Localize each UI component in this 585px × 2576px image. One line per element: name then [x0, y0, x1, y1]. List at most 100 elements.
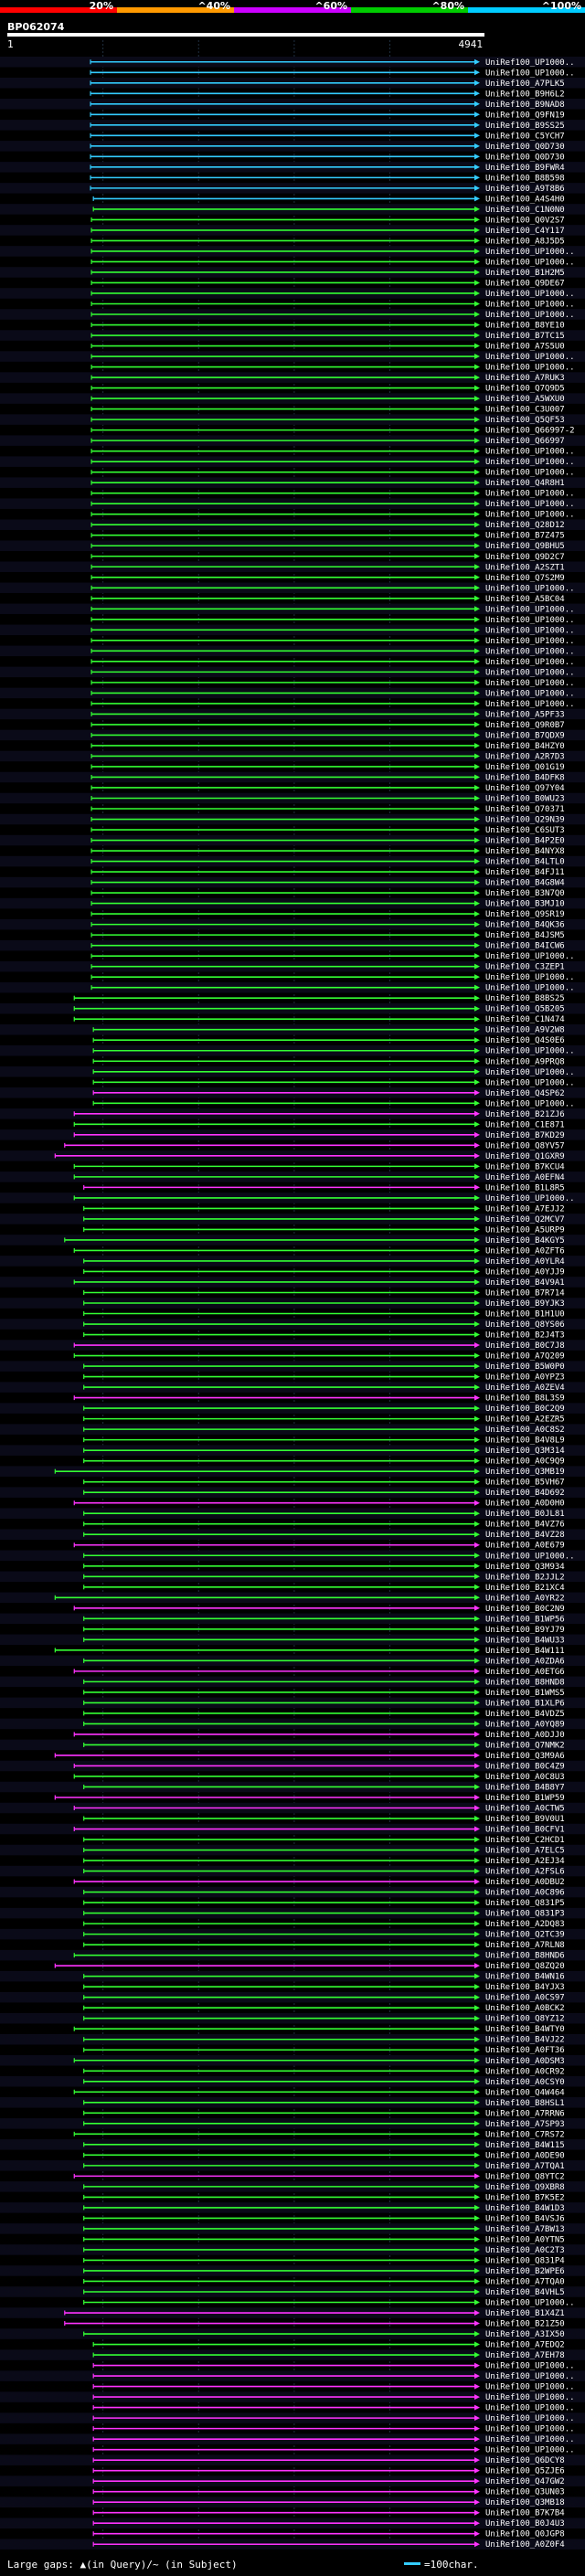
hit-label[interactable]: UniRef100_B1H2M5 — [485, 269, 565, 278]
hit-label[interactable]: UniRef100_B4G8W4 — [485, 879, 565, 888]
hit-row[interactable]: UniRef100_Q4S0E6 — [92, 1036, 565, 1045]
hit-row[interactable]: UniRef100_C5YCH7 — [90, 132, 565, 141]
hit-row[interactable]: UniRef100_B4KGY5 — [0, 1235, 585, 1246]
hit-label[interactable]: UniRef100_UP1000.. — [485, 2425, 575, 2434]
hit-row[interactable]: UniRef100_UP1000.. — [0, 603, 585, 615]
hit-row[interactable]: UniRef100_A0YQ89 — [0, 1718, 585, 1730]
hit-label[interactable]: UniRef100_A4S4H0 — [485, 195, 565, 204]
hit-label[interactable]: UniRef100_UP1000.. — [485, 700, 575, 709]
hit-label[interactable]: UniRef100_UP1000.. — [485, 605, 575, 614]
hit-label[interactable]: UniRef100_B4B8Y7 — [485, 1783, 565, 1792]
hit-row[interactable]: UniRef100_B0J4U3 — [0, 2518, 585, 2528]
hit-row[interactable]: UniRef100_B21Z50 — [64, 2320, 565, 2329]
hit-row[interactable]: UniRef100_Q9DE67 — [90, 279, 565, 288]
hit-row[interactable]: UniRef100_B4LTL0 — [0, 855, 585, 867]
hit-label[interactable]: UniRef100_Q2MCV7 — [485, 1215, 565, 1224]
hit-row[interactable]: UniRef100_UP1000.. — [0, 456, 585, 467]
hit-label[interactable]: UniRef100_A7S5U0 — [485, 343, 565, 352]
hit-label[interactable]: UniRef100_B7K5E2 — [485, 2193, 565, 2202]
hit-row[interactable]: UniRef100_Q831P3 — [0, 1907, 585, 1919]
hit-row[interactable]: UniRef100_UP1000.. — [90, 700, 575, 709]
hit-label[interactable]: UniRef100_C3ZEP1 — [485, 963, 565, 972]
hit-row[interactable]: UniRef100_B1WMS5 — [83, 1689, 565, 1698]
hit-label[interactable]: UniRef100_A5URP9 — [485, 1225, 565, 1235]
hit-label[interactable]: UniRef100_A0YJJ9 — [485, 1267, 565, 1277]
hit-label[interactable]: UniRef100_C5YCH7 — [485, 132, 565, 141]
hit-row[interactable]: UniRef100_A7RLN8 — [83, 1941, 565, 1950]
hit-label[interactable]: UniRef100_UP1000.. — [485, 1099, 575, 1108]
hit-row[interactable]: UniRef100_Q7S2M9 — [90, 574, 565, 583]
hit-row[interactable]: UniRef100_UP1000.. — [0, 687, 585, 699]
hit-label[interactable]: UniRef100_A0DJJ0 — [485, 1731, 565, 1740]
hit-label[interactable]: UniRef100_A0YPZ3 — [485, 1373, 565, 1383]
hit-row[interactable]: UniRef100_B4W1D3 — [0, 2202, 585, 2213]
hit-label[interactable]: UniRef100_UP1000.. — [485, 2435, 575, 2444]
hit-label[interactable]: UniRef100_A0C2T3 — [485, 2246, 565, 2255]
hit-label[interactable]: UniRef100_A2FSL6 — [485, 1868, 565, 1877]
hit-label[interactable]: UniRef100_UP1000.. — [485, 2393, 575, 2402]
hit-row[interactable]: UniRef100_B7R714 — [83, 1288, 565, 1298]
hit-label[interactable]: UniRef100_A0FT36 — [485, 2046, 565, 2055]
hit-row[interactable]: UniRef100_A0C2T3 — [0, 2244, 585, 2255]
hit-label[interactable]: UniRef100_UP1000.. — [485, 2372, 575, 2381]
hit-label[interactable]: UniRef100_Q8YZ12 — [485, 2015, 565, 2024]
hit-row[interactable]: UniRef100_A7PLK5 — [0, 78, 585, 89]
hit-row[interactable]: UniRef100_Q831P5 — [83, 1899, 565, 1908]
hit-row[interactable]: UniRef100_Q3M314 — [0, 1445, 585, 1456]
hit-row[interactable]: UniRef100_B4FJ11 — [90, 868, 565, 877]
hit-row[interactable]: UniRef100_Q66997-2 — [90, 427, 575, 436]
hit-row[interactable]: UniRef100_Q29N39 — [0, 813, 585, 825]
hit-row[interactable]: UniRef100_A2EJ34 — [83, 1857, 565, 1866]
hit-row[interactable]: UniRef100_C1N474 — [73, 1015, 565, 1024]
hit-label[interactable]: UniRef100_Q2TC39 — [485, 1931, 565, 1940]
hit-label[interactable]: UniRef100_B21Z50 — [485, 2320, 565, 2329]
hit-label[interactable]: UniRef100_A0YLR4 — [485, 1257, 565, 1267]
hit-row[interactable]: UniRef100_UP1000.. — [90, 469, 575, 478]
hit-row[interactable]: UniRef100_B4G8W4 — [0, 876, 585, 888]
hit-row[interactable]: UniRef100_A0CS97 — [0, 1991, 585, 2003]
hit-row[interactable]: UniRef100_B2JJL2 — [0, 1571, 585, 1583]
hit-label[interactable]: UniRef100_A0C8U3 — [485, 1773, 565, 1782]
hit-label[interactable]: UniRef100_B4V9A1 — [485, 1278, 565, 1288]
hit-label[interactable]: UniRef100_Q8YTC2 — [485, 2172, 565, 2181]
hit-label[interactable]: UniRef100_B21ZJ6 — [485, 1110, 565, 1119]
hit-label[interactable]: UniRef100_B0WU23 — [485, 794, 565, 803]
hit-label[interactable]: UniRef100_UP1000.. — [485, 658, 575, 667]
hit-label[interactable]: UniRef100_UP1000.. — [485, 1068, 575, 1077]
hit-row[interactable]: UniRef100_Q9XBR8 — [0, 2181, 585, 2192]
hit-row[interactable]: UniRef100_A7SP93 — [0, 2118, 585, 2129]
hit-label[interactable]: UniRef100_Q7NMK2 — [485, 1741, 565, 1750]
hit-row[interactable]: UniRef100_A0EFN4 — [0, 1171, 585, 1182]
hit-row[interactable]: UniRef100_B7QDX9 — [0, 729, 585, 741]
hit-label[interactable]: UniRef100_B21XC4 — [485, 1584, 565, 1593]
hit-row[interactable]: UniRef100_UP1000.. — [0, 1066, 585, 1077]
hit-label[interactable]: UniRef100_C7RS72 — [485, 2130, 565, 2139]
hit-row[interactable]: UniRef100_A2DQ83 — [83, 1920, 565, 1929]
hit-row[interactable]: UniRef100_UP1000.. — [90, 679, 575, 688]
hit-label[interactable]: UniRef100_Q4W464 — [485, 2088, 565, 2097]
hit-row[interactable]: UniRef100_B8B598 — [90, 174, 565, 183]
hit-label[interactable]: UniRef100_A7TQA0 — [485, 2277, 565, 2286]
hit-row[interactable]: UniRef100_A7EDQ2 — [92, 2341, 565, 2350]
hit-row[interactable]: UniRef100_Q3M9A6 — [54, 1752, 565, 1761]
hit-label[interactable]: UniRef100_B2WPE6 — [485, 2267, 565, 2276]
hit-row[interactable]: UniRef100_A0DSM3 — [0, 2055, 585, 2066]
hit-row[interactable]: UniRef100_A7RUK3 — [0, 372, 585, 383]
hit-label[interactable]: UniRef100_B3MJ10 — [485, 900, 565, 909]
hit-row[interactable]: UniRef100_UP1000.. — [0, 981, 585, 993]
hit-row[interactable]: UniRef100_B1WP59 — [54, 1794, 565, 1803]
hit-row[interactable]: UniRef100_UP1000.. — [0, 1044, 585, 1056]
hit-row[interactable]: UniRef100_B4VDZ5 — [83, 1710, 565, 1719]
hit-row[interactable]: UniRef100_B0C2Q9 — [0, 1403, 585, 1414]
hit-label[interactable]: UniRef100_UP1000.. — [485, 973, 575, 982]
hit-label[interactable]: UniRef100_A0Z0F4 — [485, 2540, 565, 2549]
hit-label[interactable]: UniRef100_Q5ZJE6 — [485, 2467, 565, 2476]
hit-label[interactable]: UniRef100_A7EJJ2 — [485, 1204, 565, 1214]
hit-row[interactable]: UniRef100_B4VSJ6 — [83, 2214, 565, 2223]
hit-label[interactable]: UniRef100_Q8ZQ20 — [485, 1962, 565, 1971]
hit-row[interactable]: UniRef100_A8J5D5 — [90, 237, 565, 246]
hit-row[interactable]: UniRef100_C3ZEP1 — [0, 960, 585, 972]
hit-row[interactable]: UniRef100_Q8ZQ20 — [54, 1962, 565, 1971]
hit-label[interactable]: UniRef100_B4VDZ5 — [485, 1710, 565, 1719]
hit-label[interactable]: UniRef100_B4ICW6 — [485, 942, 565, 951]
